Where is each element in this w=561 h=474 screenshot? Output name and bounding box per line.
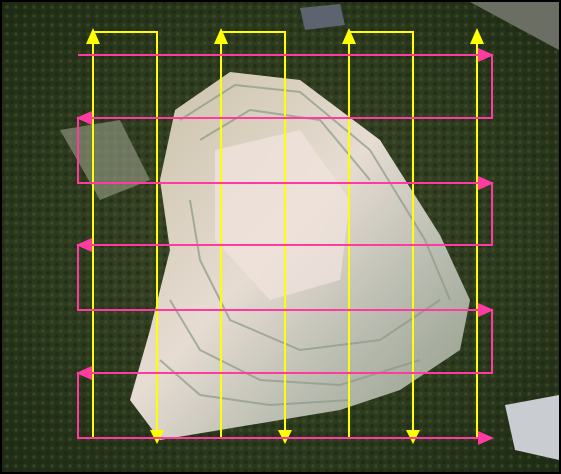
pink-arrows bbox=[76, 48, 494, 445]
quarry-terraces bbox=[159, 83, 451, 407]
yellow-flight-path bbox=[92, 31, 478, 439]
road bbox=[470, 2, 559, 50]
clearing bbox=[60, 120, 150, 200]
buildings bbox=[505, 395, 559, 460]
pink-flight-path bbox=[77, 54, 493, 439]
quarry-pit bbox=[215, 130, 350, 300]
building bbox=[300, 4, 345, 30]
